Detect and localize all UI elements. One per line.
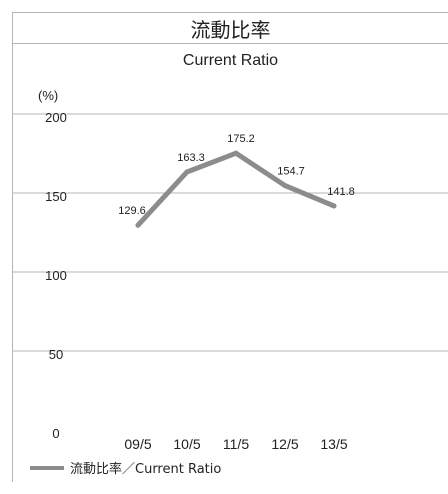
series-line	[135, 150, 337, 228]
data-point	[135, 222, 141, 228]
data-label: 175.2	[227, 133, 255, 145]
x-tick-label: 11/5	[223, 436, 249, 452]
chart-frame	[12, 12, 448, 482]
legend-swatch	[30, 465, 64, 470]
y-tick-label: 50	[49, 347, 63, 362]
data-point	[331, 203, 337, 209]
x-tick-label: 09/5	[124, 436, 151, 452]
legend: 流動比率／Current Ratio	[30, 458, 221, 477]
data-label: 154.7	[277, 166, 305, 178]
data-label: 141.8	[327, 186, 355, 198]
chart-subtitle: Current Ratio	[182, 52, 279, 69]
y-tick-label: 100	[45, 268, 67, 283]
x-tick-label: 12/5	[271, 436, 298, 452]
y-axis-unit: (%)	[38, 88, 59, 103]
y-tick-label: 150	[45, 189, 67, 204]
data-point	[233, 150, 239, 156]
y-tick-label: 200	[45, 110, 67, 125]
data-point	[184, 169, 190, 175]
data-label: 129.6	[118, 205, 146, 217]
chart-title: 流動比率	[13, 13, 448, 44]
legend-label: 流動比率／Current Ratio	[70, 462, 222, 477]
x-tick-label: 10/5	[173, 436, 200, 452]
y-tick-label: 0	[52, 426, 59, 441]
data-point	[282, 183, 288, 189]
data-label: 163.3	[177, 152, 205, 164]
x-tick-label: 13/5	[320, 436, 347, 452]
